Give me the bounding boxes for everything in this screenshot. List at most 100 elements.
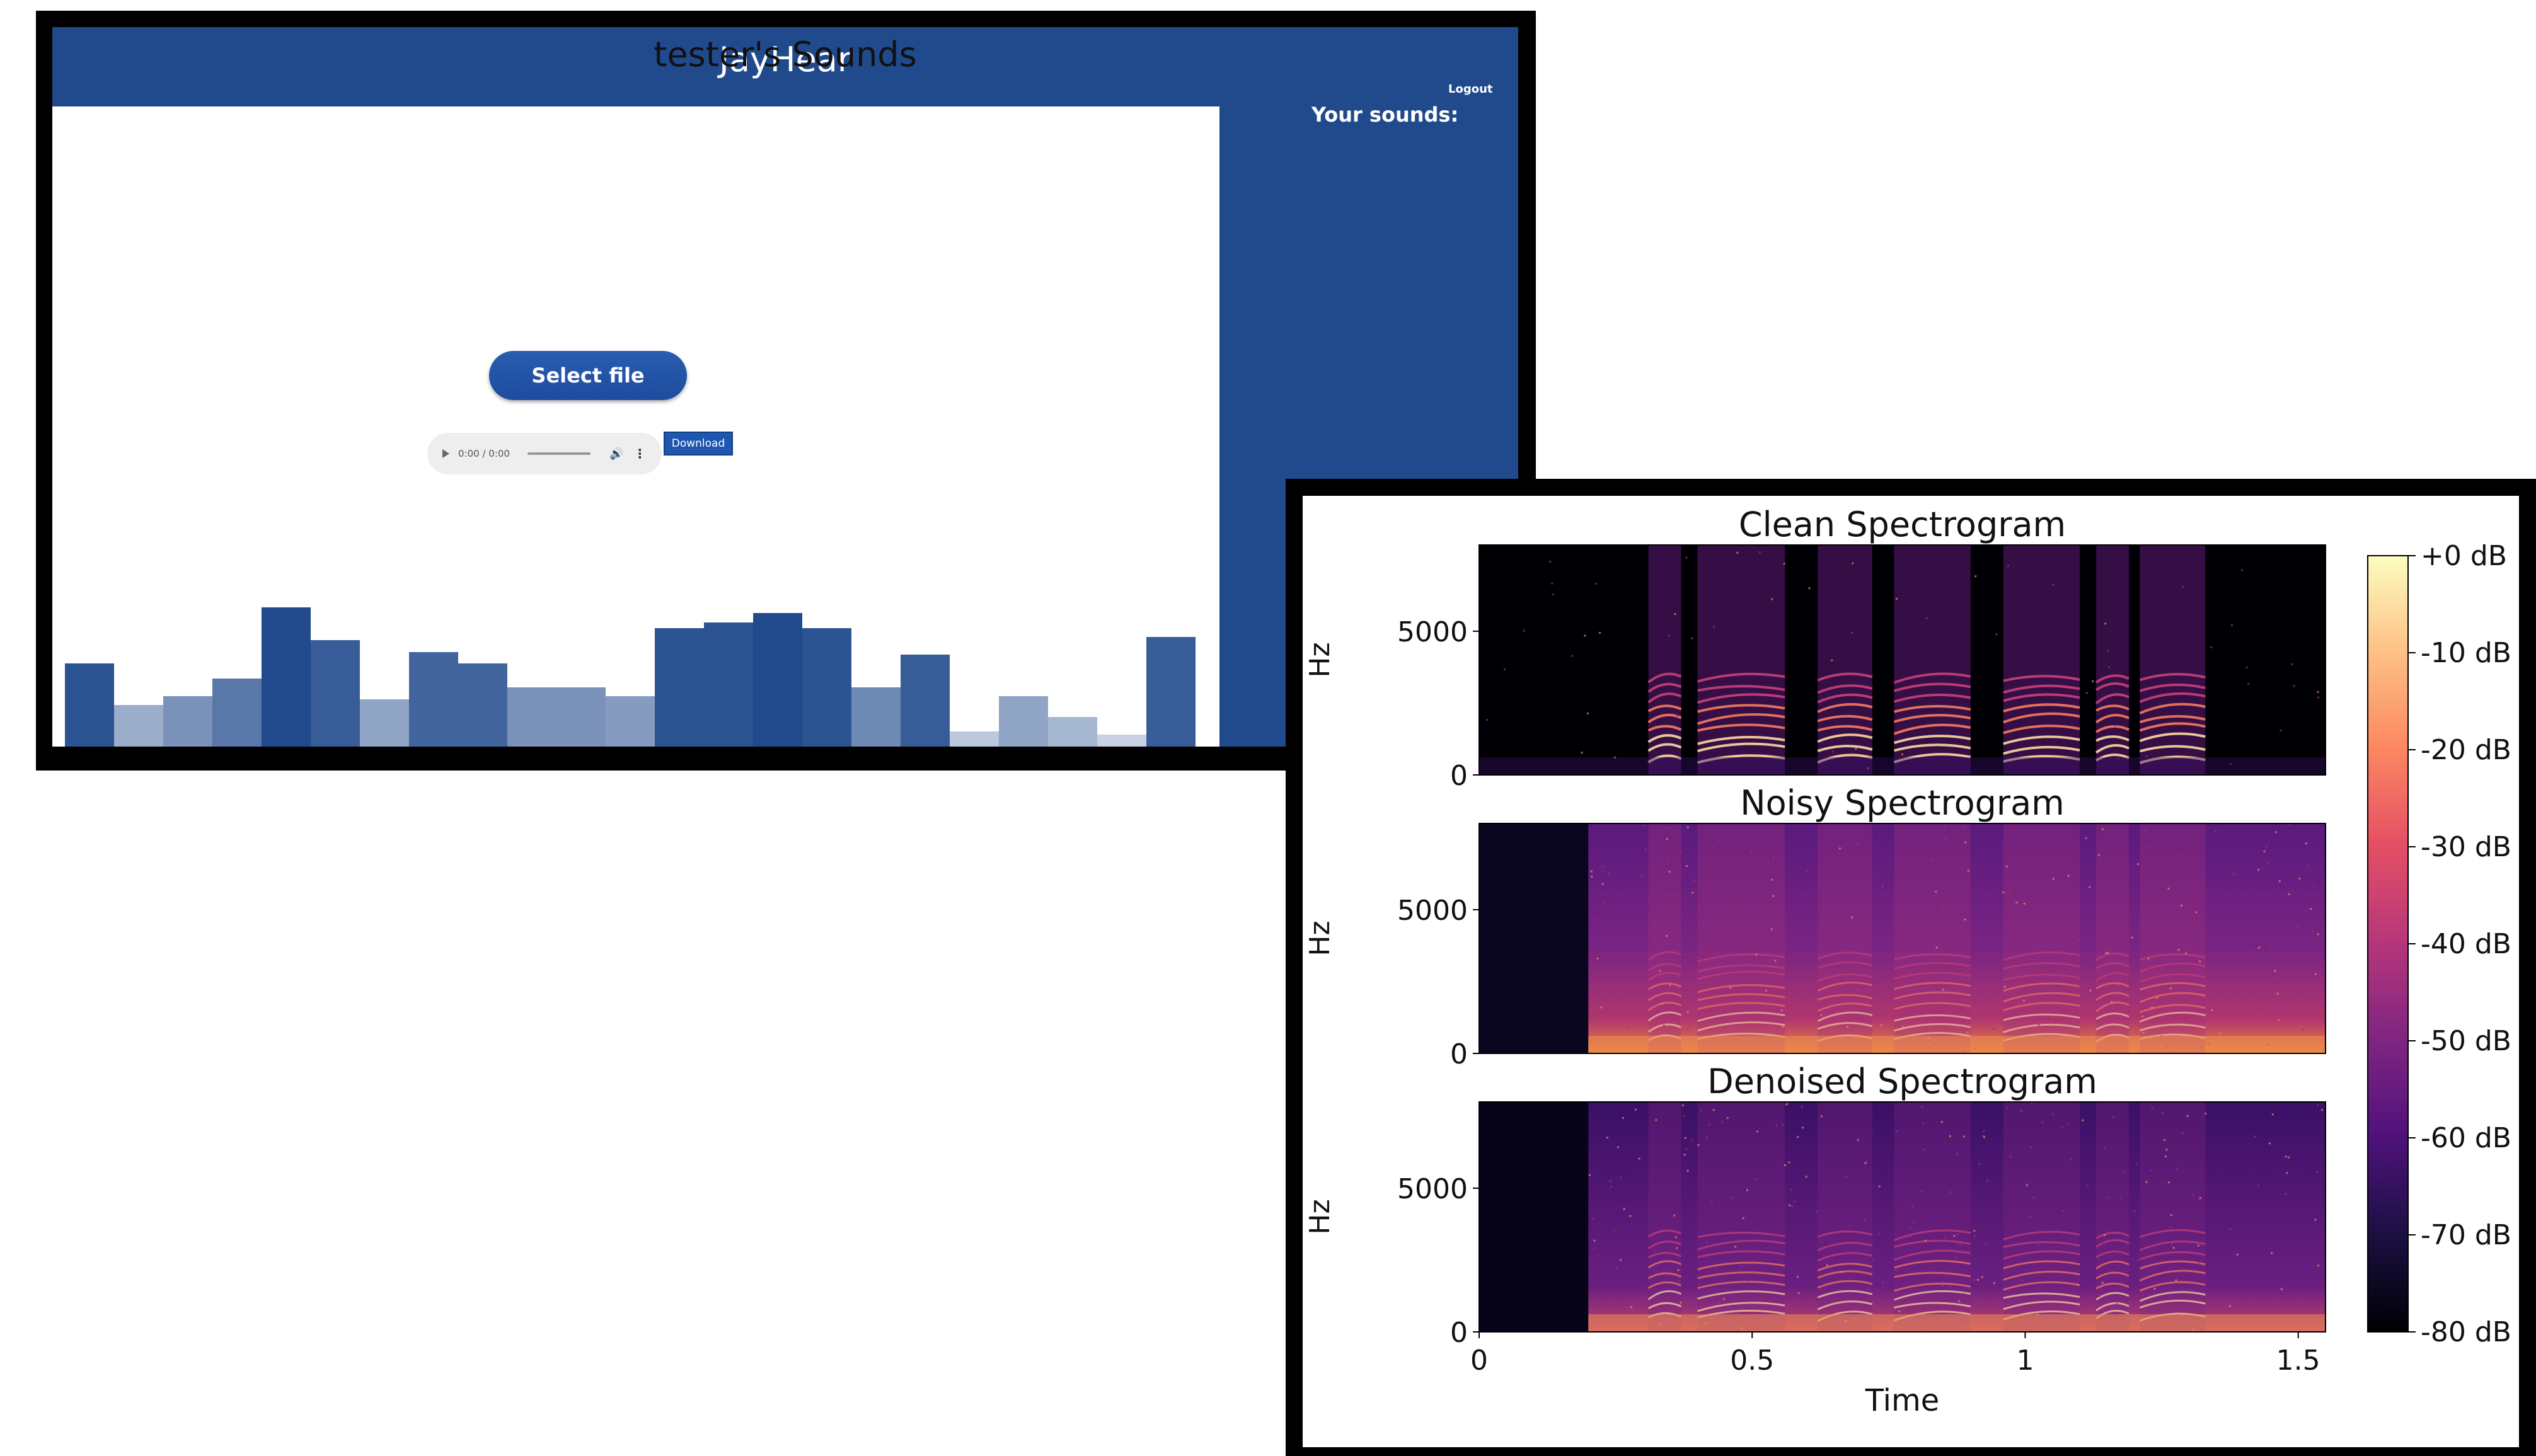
harmonic-line bbox=[1697, 1302, 1785, 1312]
harmonic-line bbox=[2095, 754, 2130, 762]
harmonic-line bbox=[1697, 723, 1785, 732]
visualizer-bar bbox=[704, 622, 753, 747]
play-icon[interactable] bbox=[442, 449, 449, 458]
harmonic-line bbox=[1697, 1281, 1785, 1289]
harmonic-line bbox=[1697, 754, 1785, 764]
harmonic-line bbox=[1894, 1282, 1971, 1292]
noise-speck bbox=[1802, 966, 1804, 968]
harmonic-line bbox=[1697, 1232, 1785, 1238]
noise-speck bbox=[1794, 1200, 1796, 1203]
noise-speck bbox=[2009, 1155, 2012, 1158]
noise-speck bbox=[2177, 1312, 2180, 1314]
harmonic-line bbox=[1647, 982, 1682, 990]
harmonic-line bbox=[1894, 961, 1971, 970]
speech-energy bbox=[2096, 823, 2130, 1053]
noise-speck bbox=[2230, 624, 2233, 626]
noise-speck bbox=[2052, 878, 2055, 880]
noise-speck bbox=[1845, 1176, 1848, 1178]
harmonic-line bbox=[2003, 992, 2080, 1003]
noise-speck bbox=[1613, 1229, 1615, 1232]
noise-speck bbox=[2098, 1295, 2101, 1298]
noise-speck bbox=[2211, 1009, 2213, 1012]
harmonic-line bbox=[1697, 742, 1785, 752]
low-frequency-band bbox=[1479, 757, 2326, 775]
harmonic-line bbox=[1893, 714, 1971, 723]
noise-speck bbox=[1719, 839, 1721, 842]
audio-visualizer bbox=[52, 106, 1219, 747]
logout-button[interactable]: Logout bbox=[1448, 83, 1493, 96]
colorbar-gradient bbox=[2367, 555, 2409, 1333]
noise-speck bbox=[1925, 617, 1928, 619]
noise-speck bbox=[1601, 883, 1604, 885]
visualizer-bar bbox=[114, 705, 163, 747]
noise-speck bbox=[1608, 872, 1610, 874]
noise-speck bbox=[1780, 1009, 1783, 1012]
harmonic-line bbox=[2003, 1281, 2080, 1291]
colorbar-tick-label: -40 dB bbox=[2421, 928, 2511, 960]
noise-speck bbox=[2030, 1146, 2032, 1149]
noise-speck bbox=[2105, 952, 2107, 954]
download-button[interactable]: Download bbox=[664, 432, 733, 456]
noise-speck bbox=[1949, 695, 1951, 697]
noise-speck bbox=[2245, 666, 2248, 668]
noise-speck bbox=[2037, 1024, 2040, 1026]
harmonic-line bbox=[1894, 1271, 1971, 1278]
noise-speck bbox=[1686, 1169, 1689, 1172]
spectrogram-panel: Denoised Spectrogram 0 5000 Hz bbox=[1304, 1062, 2327, 1349]
noise-speck bbox=[2123, 1171, 2125, 1173]
noise-speck bbox=[2215, 830, 2217, 833]
noise-speck bbox=[1848, 1225, 1851, 1227]
noise-speck bbox=[2089, 886, 2091, 888]
noise-speck bbox=[1797, 1136, 1799, 1138]
harmonic-line bbox=[2139, 692, 2206, 703]
noise-speck bbox=[1685, 1148, 1688, 1150]
noise-speck bbox=[2136, 863, 2139, 866]
harmonic-line bbox=[2095, 972, 2130, 982]
volume-icon[interactable]: 🔊 bbox=[609, 447, 624, 461]
noise-speck bbox=[1940, 1012, 1943, 1014]
noise-speck bbox=[2288, 893, 2290, 895]
spectrogram-silence bbox=[1479, 1102, 1589, 1332]
noise-speck bbox=[2070, 1158, 2072, 1161]
colorbar-tick-label: -30 dB bbox=[2421, 831, 2511, 863]
harmonic-line bbox=[2139, 722, 2206, 732]
noise-speck bbox=[1571, 655, 1574, 657]
more-icon[interactable]: ⋮ bbox=[633, 446, 647, 461]
colorbar-tick-label: -10 dB bbox=[2421, 637, 2511, 669]
noise-speck bbox=[2061, 1126, 2064, 1129]
noise-speck bbox=[1549, 560, 1552, 563]
harmonic-line bbox=[2003, 712, 2080, 724]
noise-speck bbox=[2177, 854, 2180, 856]
noise-speck bbox=[1700, 1109, 1702, 1112]
harmonic-line bbox=[1894, 704, 1971, 713]
noise-speck bbox=[1921, 1106, 1923, 1108]
seek-bar[interactable] bbox=[527, 452, 591, 455]
noise-speck bbox=[1967, 869, 1969, 872]
noise-speck bbox=[2092, 680, 2094, 682]
noise-speck bbox=[1973, 1235, 1976, 1237]
speech-energy bbox=[1697, 1102, 1785, 1332]
noise-speck bbox=[1755, 953, 1758, 956]
harmonic-line bbox=[2139, 1229, 2206, 1238]
select-file-button[interactable]: Select file bbox=[489, 351, 687, 400]
harmonic-line bbox=[1697, 964, 1785, 973]
noise-speck bbox=[1902, 1026, 1905, 1028]
noise-speck bbox=[2111, 1000, 2113, 1003]
noise-speck bbox=[2165, 1155, 2167, 1157]
noise-speck bbox=[1717, 1302, 1720, 1304]
noise-speck bbox=[2007, 565, 2010, 567]
noise-speck bbox=[2236, 1253, 2239, 1256]
noise-speck bbox=[1584, 634, 1586, 637]
noise-speck bbox=[1882, 1281, 1884, 1284]
noise-speck bbox=[2005, 865, 2008, 868]
noise-speck bbox=[1898, 1310, 1901, 1313]
noise-speck bbox=[2048, 1294, 2051, 1297]
audio-player[interactable]: 0:00 / 0:00 🔊 ⋮ bbox=[427, 433, 662, 474]
harmonic-line bbox=[1817, 672, 1873, 682]
speech-energy bbox=[1818, 823, 1872, 1053]
noise-speck bbox=[1606, 1137, 1608, 1139]
noise-speck bbox=[1599, 1000, 1602, 1003]
harmonic-line bbox=[1894, 1259, 1971, 1269]
